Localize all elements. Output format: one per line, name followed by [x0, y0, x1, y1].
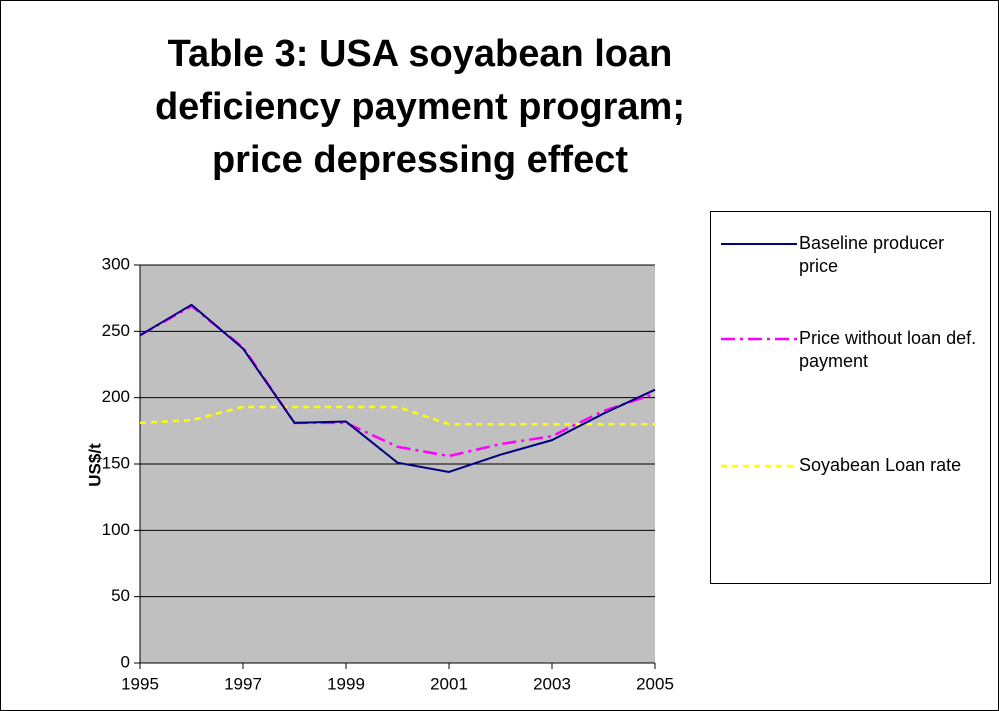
legend-label: Soyabean Loan rate [799, 455, 962, 475]
y-tick-label: 0 [121, 652, 130, 671]
legend-label: Baseline producer price [799, 233, 945, 276]
x-tick-label: 1999 [327, 674, 365, 693]
y-tick-label: 150 [102, 453, 130, 472]
series-line [139, 303, 656, 473]
y-tick-label: 300 [102, 254, 130, 273]
y-tick-label: 100 [102, 520, 130, 539]
series-line [139, 304, 656, 458]
series-line [139, 405, 655, 426]
x-tick-label: 1997 [224, 674, 262, 693]
legend: Baseline producer price Price without loa… [710, 211, 991, 584]
x-tick-label: 2005 [636, 674, 674, 693]
x-tick-label: 1995 [121, 674, 159, 693]
legend-lines [721, 243, 797, 468]
chart-title: Table 3: USA soyabean loan deficiency pa… [154, 33, 686, 181]
y-tick-label: 200 [102, 387, 130, 406]
y-tick-label: 50 [111, 586, 130, 605]
legend-label: Price without loan def. payment [799, 328, 977, 371]
x-tick-label: 2003 [533, 674, 571, 693]
y-tick-label: 250 [102, 321, 130, 340]
x-tick-label: 2001 [430, 674, 468, 693]
y-axis-label: US$/t [85, 443, 104, 487]
